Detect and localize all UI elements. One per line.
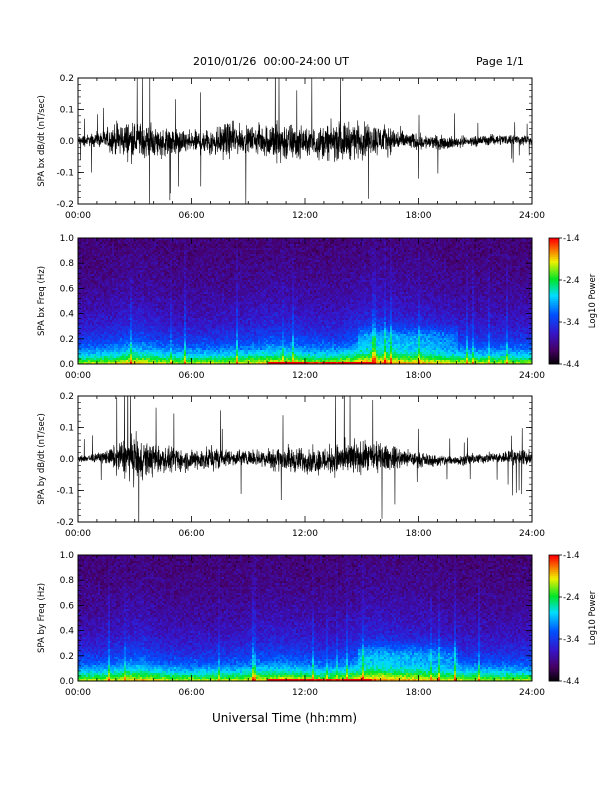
panel-2-colorbar: -1.4 -2.4 -3.4 -4.4 Log10 Power	[548, 234, 598, 370]
panel-3-xtick-label: 24:00	[519, 529, 545, 539]
panel-1-axes: 00:00 06:00 12:00 18:00 24:00 0.2 0.1 0.0 -0.1 -0…	[37, 74, 545, 221]
panel-1-ytick-label: 0.0	[60, 137, 75, 147]
colorbar-tick-label: -4.4	[563, 677, 580, 687]
panel-2-xtick-label: 00:00	[65, 371, 91, 381]
panel-3-ylabel: SPA by dB/dt (nT/sec)	[37, 413, 47, 505]
panel-2-ytick-label: 0.0	[60, 360, 75, 370]
colorbar-tick-label: -2.4	[563, 593, 580, 603]
panel-3-xtick-label: 06:00	[179, 529, 205, 539]
figure-title: 2010/01/26 00:00-24:00 UT	[193, 55, 349, 68]
panel-3-xtick-label: 12:00	[292, 529, 318, 539]
panel-4-xtick-label: 24:00	[519, 688, 545, 698]
panel-4-xtick-label: 00:00	[65, 688, 91, 698]
colorbar-tick-label: -1.4	[563, 551, 580, 561]
panel-1-waveform-trace	[78, 78, 532, 204]
panel-3-ytick-label: -0.1	[56, 487, 74, 497]
panel-3-xtick-label: 18:00	[406, 529, 432, 539]
panel-4-ytick-label: 0.6	[60, 601, 75, 611]
page-number: Page 1/1	[476, 55, 524, 68]
panel-2-ytick-label: 0.2	[60, 335, 74, 345]
panel-2-xtick-label: 06:00	[179, 371, 205, 381]
panel-4-ylabel: SPA by Freq (Hz)	[37, 583, 47, 653]
panel-4-axes: 00:00 06:00 12:00 18:00 24:00 1.0 0.8 0.6 0.4 0.2…	[37, 551, 545, 698]
panel-1-ytick-label: 0.1	[60, 106, 74, 116]
panel-3-ytick-label: -0.2	[56, 518, 74, 528]
panel-1-ytick-label: 0.2	[60, 74, 74, 84]
panel-1-xtick-label: 12:00	[292, 211, 318, 221]
panel-2-xtick-label: 12:00	[292, 371, 318, 381]
panel-2-xtick-label: 18:00	[406, 371, 432, 381]
panel-2-ytick-label: 0.8	[60, 259, 75, 269]
panel-4-ytick-label: 0.8	[60, 576, 75, 586]
panel-3-waveform-trace	[78, 396, 532, 522]
panel-3-ytick-label: 0.2	[60, 392, 74, 402]
panel-1-ytick-label: -0.1	[56, 169, 74, 179]
panel-2-ytick-label: 0.6	[60, 284, 75, 294]
panel-1-xtick-label: 18:00	[406, 211, 432, 221]
panel-4-spectrogram-image	[78, 555, 533, 682]
panel-1-ylabel: SPA bx dB/dt (nT/sec)	[37, 95, 47, 187]
colorbar-label: Log10 Power	[588, 590, 598, 645]
panel-4-ytick-label: 1.0	[60, 551, 75, 561]
panel-2-spectrogram-image	[78, 238, 533, 365]
panel-2-ytick-label: 1.0	[60, 234, 75, 244]
panel-1-xtick-label: 00:00	[65, 211, 91, 221]
panel-2-ylabel: SPA bx Freq (Hz)	[37, 266, 47, 336]
panel-3-axes: 00:00 06:00 12:00 18:00 24:00 0.2 0.1 0.0 -0.1 -0…	[37, 392, 545, 539]
colorbar-tick-label: -4.4	[563, 360, 580, 370]
colorbar-tick-label: -1.4	[563, 234, 580, 244]
x-axis-label: Universal Time (hh:mm)	[212, 711, 357, 725]
panel-1-ytick-label: -0.2	[56, 200, 74, 210]
panel-2-axes: 00:00 06:00 12:00 18:00 24:00 1.0 0.8 0.6 0.4 0.2…	[37, 234, 545, 381]
panel-3-ytick-label: 0.0	[60, 455, 75, 465]
panel-3-xtick-label: 00:00	[65, 529, 91, 539]
panel-4-ytick-label: 0.2	[60, 652, 74, 662]
panel-4-xtick-label: 06:00	[179, 688, 205, 698]
panel-1-xtick-label: 06:00	[179, 211, 205, 221]
colorbar-tick-label: -2.4	[563, 276, 580, 286]
panel-4-xtick-label: 18:00	[406, 688, 432, 698]
panel-2-xtick-label: 24:00	[519, 371, 545, 381]
panel-4-colorbar: -1.4 -2.4 -3.4 -4.4 Log10 Power	[548, 551, 598, 687]
colorbar-tick-label: -3.4	[563, 635, 580, 645]
colorbar-label: Log10 Power	[588, 273, 598, 328]
colorbar-tick-label: -3.4	[563, 318, 580, 328]
panel-4-xtick-label: 12:00	[292, 688, 318, 698]
panel-4-ytick-label: 0.4	[60, 627, 75, 637]
panel-2-ytick-label: 0.4	[60, 310, 75, 320]
panel-1-xtick-label: 24:00	[519, 211, 545, 221]
panel-4-ytick-label: 0.0	[60, 677, 75, 687]
panel-3-ytick-label: 0.1	[60, 424, 74, 434]
